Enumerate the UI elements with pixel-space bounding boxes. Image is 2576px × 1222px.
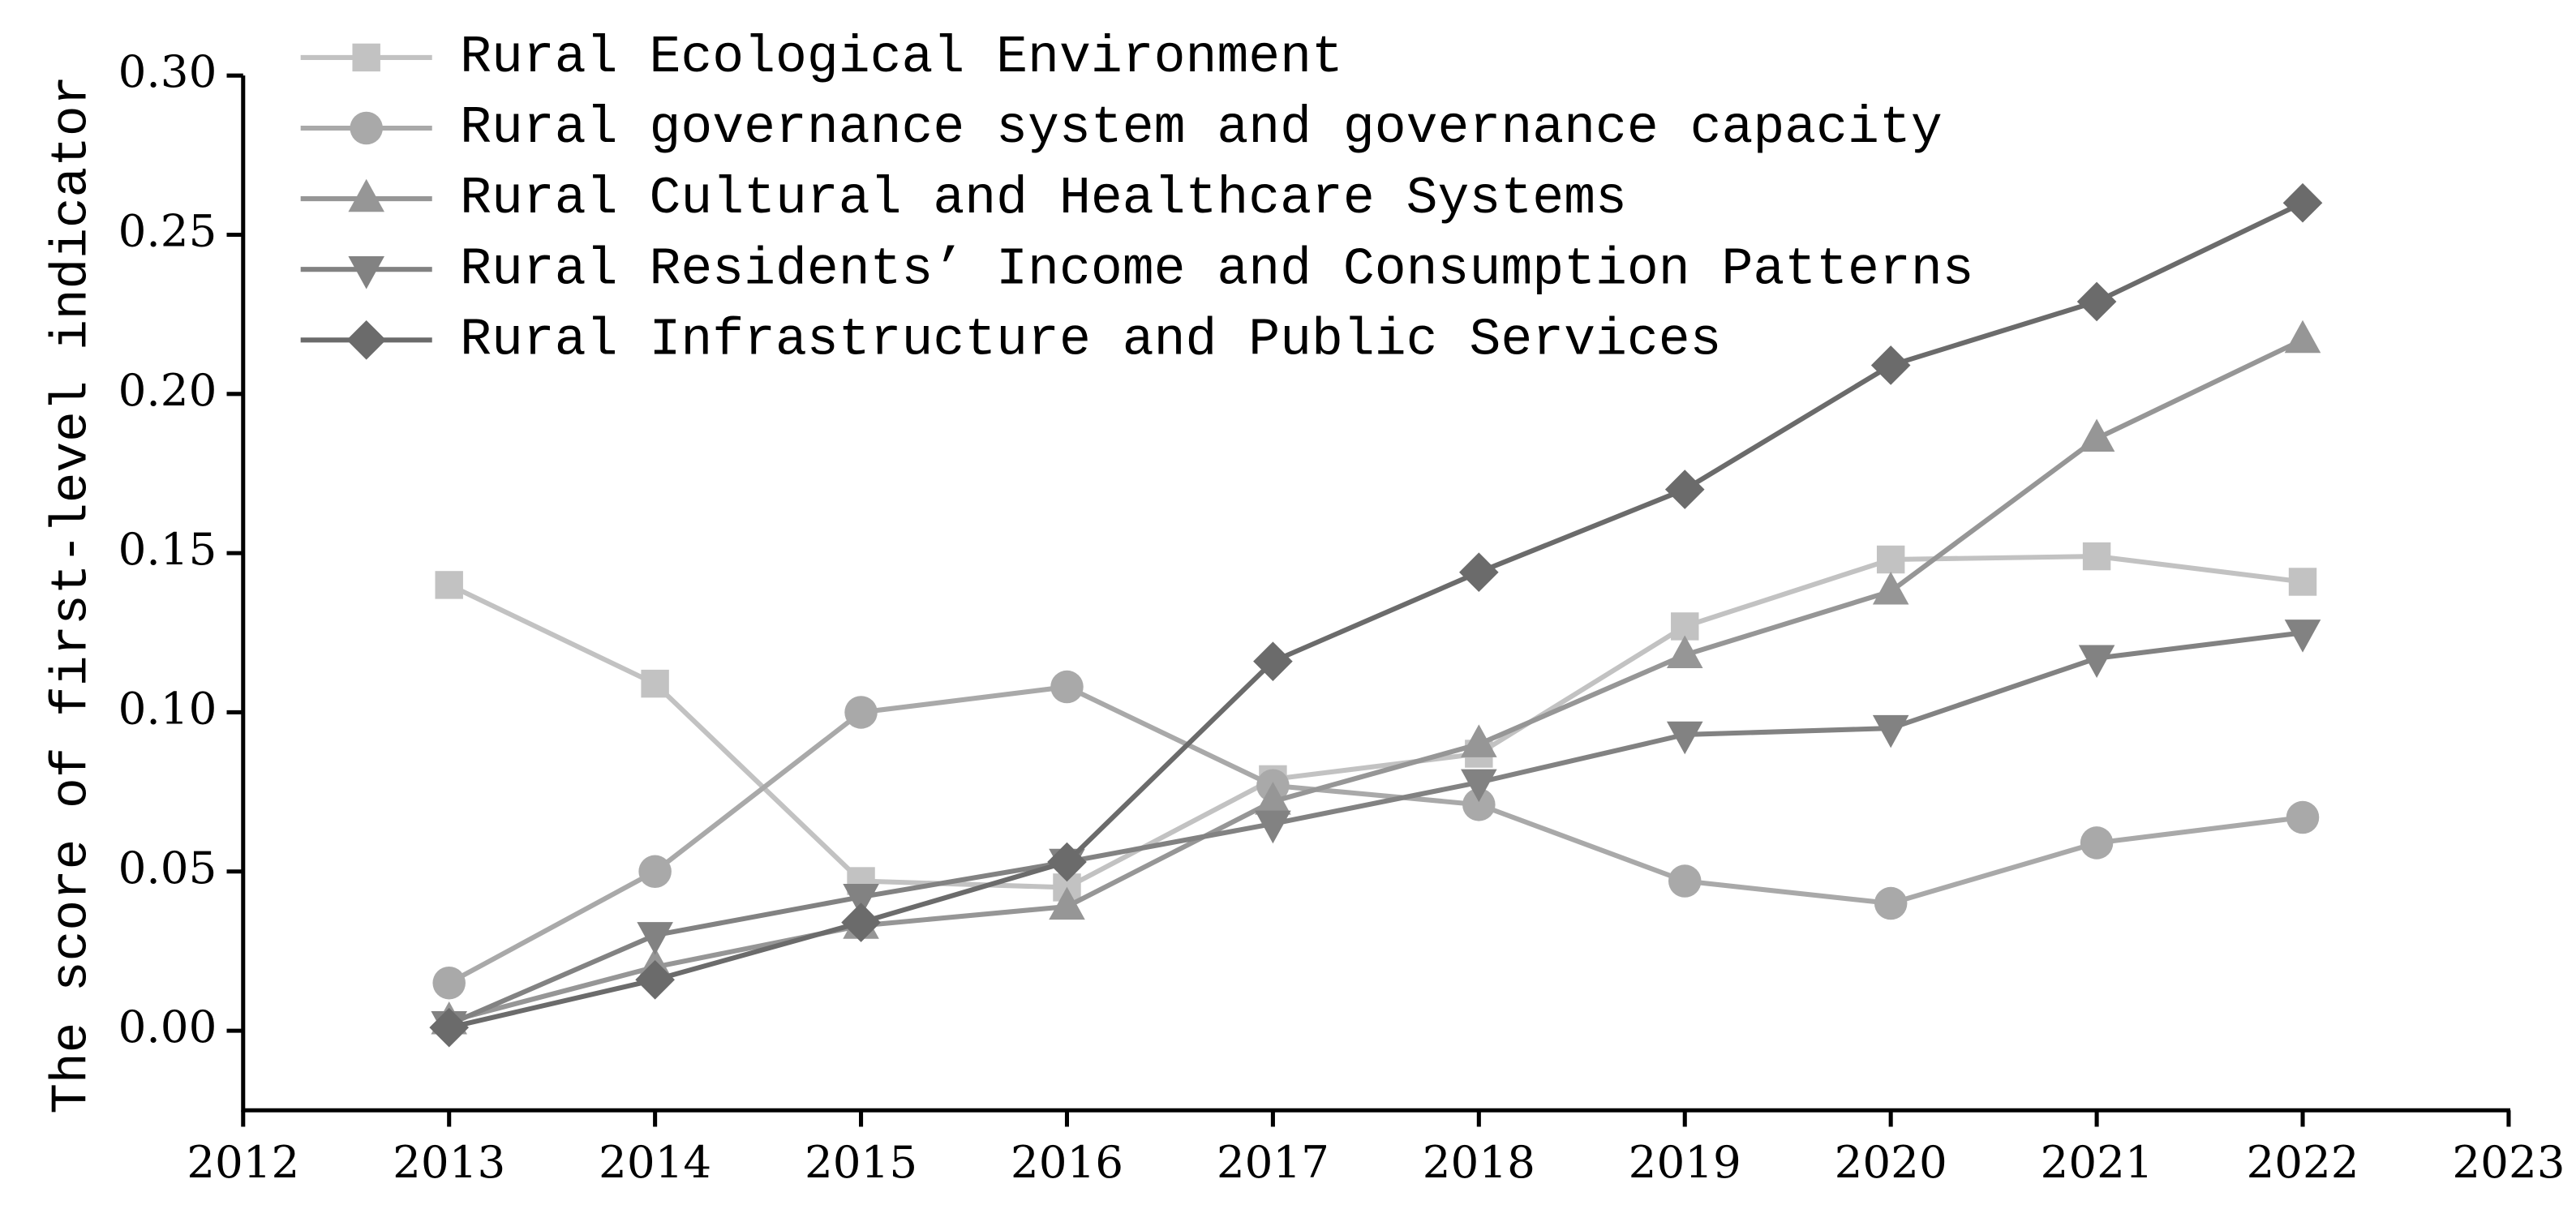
series-line <box>448 337 2304 1024</box>
y-axis-label: The score of first-level indicator <box>44 75 101 1114</box>
data-point <box>1666 721 1703 755</box>
data-point <box>637 922 673 955</box>
data-point <box>1872 571 1909 605</box>
data-point <box>1255 782 1291 815</box>
y-tick-label: 0.15 <box>118 523 217 575</box>
x-tick-label: 2020 <box>1835 1136 1947 1188</box>
data-point <box>1049 886 1085 920</box>
x-tick-label: 2016 <box>1011 1136 1123 1188</box>
data-point <box>1253 641 1293 681</box>
y-tick-label: 0.20 <box>118 364 217 416</box>
data-point <box>2080 826 2114 860</box>
x-tick-label: 2021 <box>2041 1136 2153 1188</box>
x-tick-label: 2014 <box>599 1136 711 1188</box>
data-point <box>2076 281 2117 322</box>
data-point <box>1047 842 1087 882</box>
legend-label: Rural Ecological Environment <box>460 28 1343 88</box>
data-point <box>638 855 672 889</box>
y-tick-label: 0.10 <box>118 682 217 734</box>
data-point <box>1872 714 1909 748</box>
x-tick-label: 2017 <box>1217 1136 1329 1188</box>
data-point <box>2082 542 2111 571</box>
legend-label: Rural Residents’ Income and Consumption … <box>460 240 1973 299</box>
data-point <box>2078 418 2115 452</box>
data-point <box>2284 319 2321 354</box>
data-point <box>2284 620 2321 653</box>
data-point <box>1459 552 1499 593</box>
data-point <box>635 959 675 1000</box>
y-tick-label: 0.05 <box>118 842 217 894</box>
y-tick-label: 0.00 <box>118 1001 217 1053</box>
data-point <box>1255 810 1291 844</box>
data-point <box>1461 769 1497 803</box>
legend-marker <box>348 255 384 289</box>
data-point <box>1668 864 1702 898</box>
x-tick-label: 2013 <box>393 1136 505 1188</box>
data-point <box>429 1007 470 1048</box>
data-point <box>1462 788 1496 821</box>
x-tick-label: 2022 <box>2246 1136 2359 1188</box>
x-tick-label: 2015 <box>805 1136 917 1188</box>
data-point <box>1666 635 1703 668</box>
data-point <box>641 669 669 698</box>
data-point <box>1870 345 1911 385</box>
x-tick-label: 2012 <box>187 1136 299 1188</box>
data-point <box>1050 670 1084 704</box>
legend-marker <box>350 111 383 145</box>
legend-marker <box>352 43 380 72</box>
series-line <box>449 200 2304 1031</box>
data-point <box>844 696 878 729</box>
data-point <box>1876 545 1905 574</box>
data-point <box>2282 182 2323 223</box>
data-point <box>1461 724 1497 757</box>
data-point <box>1664 470 1705 509</box>
x-tick-label: 2019 <box>1629 1136 1741 1188</box>
data-point <box>843 883 879 917</box>
legend-marker <box>348 178 384 212</box>
data-point <box>2288 568 2317 596</box>
x-tick-label: 2023 <box>2452 1136 2565 1188</box>
y-tick-label: 0.25 <box>118 205 217 257</box>
data-point <box>2286 800 2320 834</box>
legend-label: Rural Cultural and Healthcare Systems <box>460 169 1627 229</box>
series-line <box>448 630 2303 1027</box>
data-point <box>841 903 881 942</box>
legend-marker <box>346 319 386 360</box>
y-tick-label: 0.30 <box>118 45 217 97</box>
series-line <box>448 684 2303 985</box>
data-point <box>2078 645 2115 679</box>
data-point <box>435 571 463 599</box>
legend-label: Rural Infrastructure and Public Services <box>460 311 1721 370</box>
data-point <box>1874 886 1908 920</box>
x-tick-label: 2018 <box>1423 1136 1535 1188</box>
series-line <box>448 554 2303 890</box>
legend-label: Rural governance system and governance c… <box>460 99 1943 158</box>
data-point <box>432 966 466 1000</box>
